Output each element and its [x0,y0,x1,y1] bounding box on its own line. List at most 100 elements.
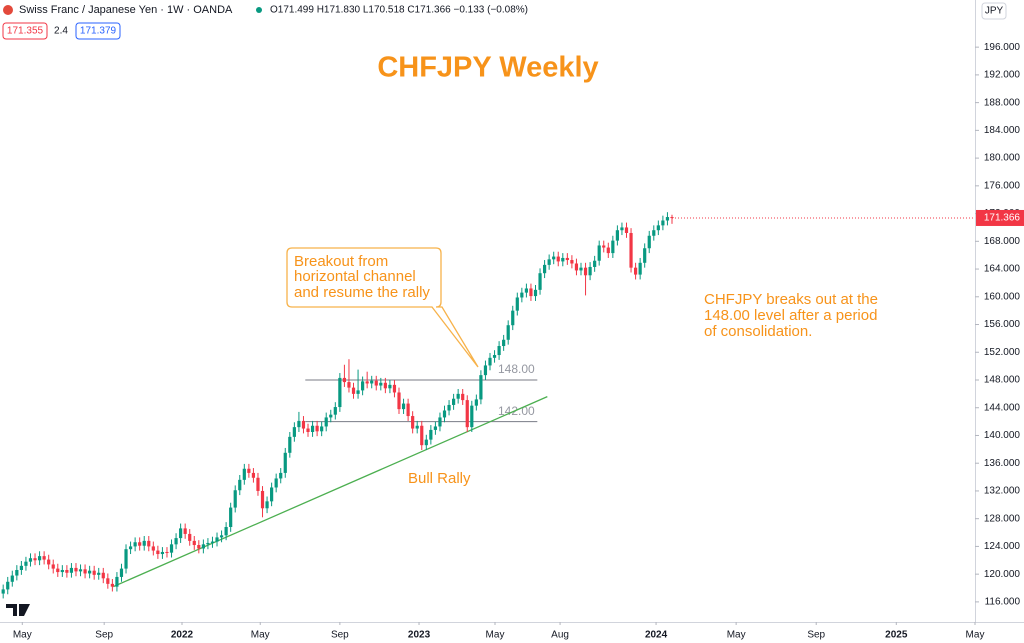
bid-box[interactable] [2,22,48,40]
candle-body [283,452,287,473]
candle-body [520,292,524,298]
candle-body [183,528,187,534]
ask-box[interactable] [75,22,121,40]
candle-body [97,572,101,575]
candle-body [511,310,515,326]
candle-body [315,425,319,432]
y-tick-label: 128.000 [984,513,1021,524]
candle-body [556,256,560,262]
candle-body [320,426,324,432]
candle-body [201,544,205,549]
candle-body [652,230,656,236]
candle-body [529,288,533,297]
y-tick-label: 140.000 [984,430,1021,441]
candle-body [156,550,160,555]
candle-body [515,297,519,311]
ohlc: O171.499 H171.830 L170.518 C171.366 −0.1… [270,5,528,16]
candle-body [37,556,42,561]
candle-body [420,425,424,446]
x-tick-label: 2023 [408,630,431,641]
bid: 171.355 [7,26,44,37]
candle-body [215,537,219,542]
candle-body [438,417,442,427]
y-tick-label: 184.000 [984,125,1021,136]
candle-body [492,355,497,358]
candle-body [624,227,629,233]
candle-body [128,546,133,550]
y-tick-label: 132.000 [984,486,1021,497]
candle-body [638,262,642,275]
candle-body [656,225,660,231]
candle-body [470,405,474,428]
x-tick-label: 2024 [645,630,668,641]
candle-body [502,339,506,347]
status-dot [256,7,262,13]
symbol-icon [3,5,13,15]
chart-title: CHFJPY Weekly [377,52,598,84]
y-tick-label: 176.000 [984,180,1021,191]
callout-box [286,247,479,368]
candle-body [433,426,438,430]
spread: 2.4 [54,26,68,37]
trendline [113,396,548,588]
candle-body [210,541,215,543]
candle-body [456,393,460,399]
candle-body [42,556,46,560]
candle-body [397,392,401,410]
candle-body [229,507,233,528]
candle-body [552,256,556,260]
candle-body [160,551,165,555]
candle-body [279,472,283,479]
y-tick-label: 148.000 [984,375,1021,386]
x-tick-label: Sep [95,630,113,641]
candle-body [574,263,579,271]
callout-line: and resume the rally [294,284,430,301]
y-tick-label: 168.000 [984,236,1021,247]
candle-body [47,559,51,565]
candle-body [338,377,342,408]
candle-body [370,380,374,384]
candle-body [588,266,592,276]
note-line: CHFJPY breaks out at the [704,291,878,308]
candle-body [356,390,360,394]
candle-body [583,267,588,276]
candle-body [488,357,492,366]
candle-body [256,477,260,491]
candle-body [547,259,551,265]
candle-body [392,384,397,393]
last-price-box [976,209,1024,226]
y-tick-label: 164.000 [984,264,1021,275]
candle-body [115,576,119,587]
candle-body [74,567,78,572]
y-tick-label: 136.000 [984,458,1021,469]
candle-body [570,260,574,264]
y-tick-label: 116.000 [985,597,1021,608]
candle-body [197,545,201,549]
candle-body [629,232,633,268]
candle-body [233,490,237,508]
candle-body [602,245,606,248]
candle-body [83,569,87,574]
candle-body [483,365,488,376]
candle-body [274,478,278,488]
x-tick-label: 2022 [171,630,194,641]
candle-body [165,551,169,553]
x-tick-label: Sep [807,630,825,641]
candle-body [265,501,269,509]
candle-body [474,399,478,406]
candle-body [324,417,328,427]
candle-body [633,267,638,275]
candle-body [415,425,419,429]
candle-body [92,570,96,575]
y-tick-label: 124.000 [984,541,1021,552]
candle-body [238,479,242,491]
candle-body [561,257,565,262]
currency-box[interactable] [981,2,1007,20]
candle-body [310,425,315,433]
candle-body [192,540,196,546]
rally-label: Bull Rally [408,470,471,487]
y-tick-label: 156.000 [984,319,1021,330]
candle-body [251,472,256,478]
candle-body [110,583,114,587]
